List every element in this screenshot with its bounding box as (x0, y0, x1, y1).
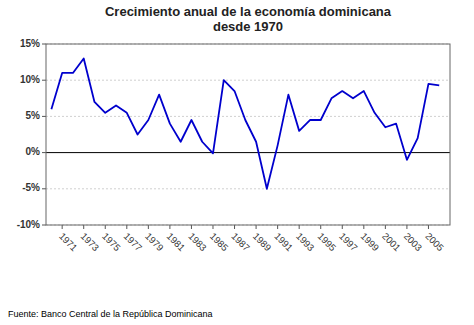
x-tick-label: 1991 (272, 230, 295, 253)
zero-line (46, 152, 450, 153)
data-line (51, 58, 439, 188)
x-tick-label: 2001 (380, 230, 403, 253)
y-tick-label: -10% (17, 219, 40, 230)
x-tick (234, 225, 235, 229)
x-tick-label: 1977 (122, 230, 145, 253)
x-tick (169, 225, 170, 229)
y-tick (42, 225, 46, 226)
x-tick (428, 225, 429, 229)
y-tick-label: 15% (20, 38, 40, 49)
title: Crecimiento anual de la economía dominic… (105, 4, 392, 34)
x-tick-label: 1971 (57, 230, 80, 253)
x-tick (191, 225, 192, 229)
grid (46, 44, 450, 225)
x-tick-label: 1985 (208, 230, 231, 253)
y-tick (42, 152, 46, 153)
grid-line (46, 116, 450, 117)
title-line: Crecimiento anual de la economía dominic… (105, 4, 392, 19)
y-tick (42, 116, 46, 117)
x-tick-label: 1979 (143, 230, 166, 253)
x-tick (62, 225, 63, 229)
y-tick-label: 5% (26, 110, 41, 121)
plot-frame (46, 44, 450, 225)
x-tick-label: 2003 (402, 230, 425, 253)
y-tick-label: 0% (26, 146, 41, 157)
y-tick (42, 188, 46, 189)
x-tick-label: 1999 (359, 230, 382, 253)
y-tick (42, 44, 46, 45)
grid-line (46, 80, 450, 81)
x-tick (256, 225, 257, 229)
grid-line (46, 188, 450, 189)
x-tick-label: 1997 (337, 230, 360, 253)
footnote: Fuente: Banco Central de la República Do… (8, 309, 213, 319)
x-tick (126, 225, 127, 229)
x-tick-label: 1975 (100, 230, 123, 253)
x-tick (342, 225, 343, 229)
x-tick (363, 225, 364, 229)
y-tick-label: -5% (22, 182, 40, 193)
x-tick (212, 225, 213, 229)
x-tick-label: 1983 (186, 230, 209, 253)
x-tick-label: 1989 (251, 230, 274, 253)
x-tick-label: 1981 (165, 230, 188, 253)
x-tick (320, 225, 321, 229)
x-tick-label: 1973 (79, 230, 102, 253)
x-tick (277, 225, 278, 229)
x-tick (385, 225, 386, 229)
x-tick-label: 2005 (423, 230, 446, 253)
series (51, 58, 439, 188)
x-tick (148, 225, 149, 229)
x-tick (406, 225, 407, 229)
x-tick (105, 225, 106, 229)
x-tick-label: 1987 (229, 230, 252, 253)
chart: Crecimiento anual de la economía dominic… (0, 0, 474, 325)
title-line: desde 1970 (213, 19, 283, 34)
y-tick-label: 10% (20, 74, 40, 85)
x-tick-label: 1995 (316, 230, 339, 253)
y-tick (42, 80, 46, 81)
x-tick (299, 225, 300, 229)
x-tick (83, 225, 84, 229)
x-tick-label: 1993 (294, 230, 317, 253)
